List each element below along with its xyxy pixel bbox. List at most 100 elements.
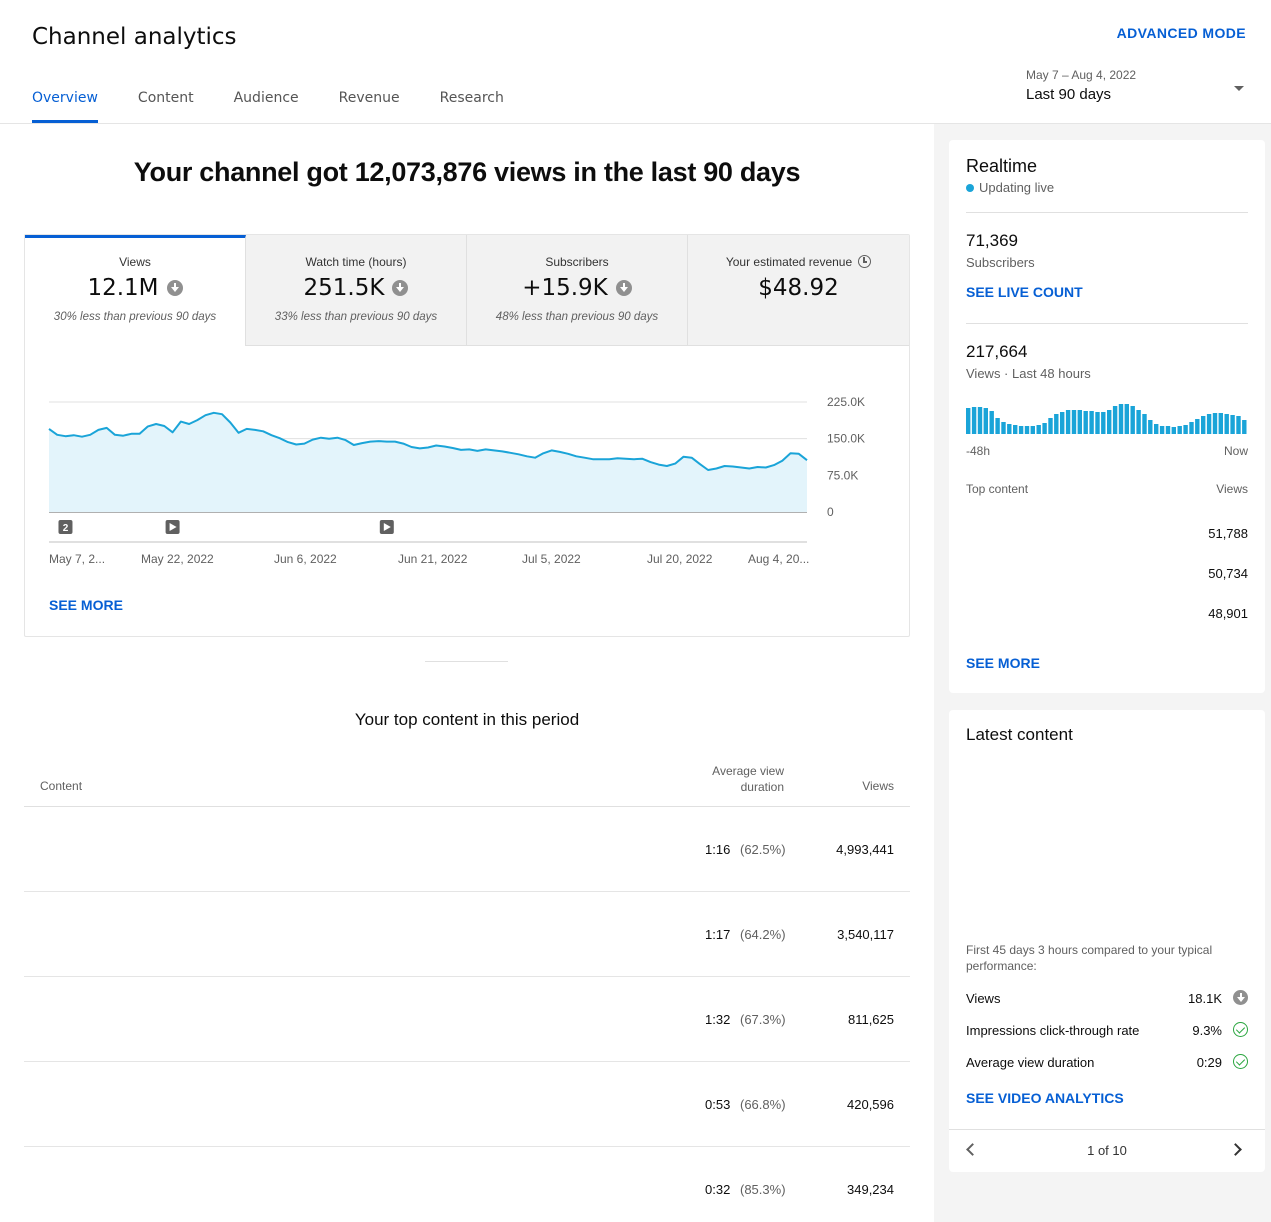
realtime-bar bbox=[1171, 427, 1176, 434]
pager-text: 1 of 10 bbox=[1087, 1143, 1127, 1158]
table-divider bbox=[24, 806, 910, 807]
realtime-bar bbox=[1148, 420, 1153, 434]
avg-duration: 0:53 bbox=[705, 1097, 731, 1112]
table-row[interactable]: 1:17 (64.2%) 3,540,117 bbox=[24, 892, 910, 977]
metric-tab-revenue[interactable]: Your estimated revenue $48.92 bbox=[688, 235, 909, 346]
y-tick-label: 75.0K bbox=[827, 468, 858, 482]
metric-tab-views[interactable]: Views 12.1M 30% less than previous 90 da… bbox=[25, 235, 246, 346]
play-icon bbox=[169, 523, 177, 531]
realtime-bar bbox=[1013, 425, 1018, 434]
realtime-bar bbox=[1071, 410, 1077, 434]
metric-tab-subscribers[interactable]: Subscribers +15.9K 48% less than previou… bbox=[467, 235, 688, 346]
avg-duration-percent: (62.5%) bbox=[740, 842, 786, 857]
realtime-bar bbox=[1159, 426, 1165, 434]
tab-revenue[interactable]: Revenue bbox=[338, 90, 400, 106]
latest-metric-value: 18.1K bbox=[1188, 991, 1222, 1006]
realtime-bar bbox=[1118, 404, 1124, 434]
realtime-bar bbox=[1218, 413, 1223, 434]
play-icon bbox=[383, 523, 391, 531]
realtime-bar bbox=[1001, 422, 1006, 434]
tab-audience[interactable]: Audience bbox=[233, 90, 299, 106]
table-row[interactable]: 0:53 (66.8%) 420,596 bbox=[24, 1062, 910, 1147]
tab-content[interactable]: Content bbox=[137, 90, 194, 106]
avg-duration-percent: (66.8%) bbox=[740, 1097, 786, 1112]
top-views-label: Views bbox=[1216, 482, 1248, 496]
annotation-label: 2 bbox=[63, 523, 69, 534]
metric-card: Views 12.1M 30% less than previous 90 da… bbox=[24, 234, 910, 637]
realtime-bar bbox=[1083, 411, 1088, 434]
views-count: 420,596 bbox=[847, 1097, 894, 1112]
realtime-bar bbox=[1107, 410, 1112, 434]
avg-duration: 1:17 bbox=[705, 927, 731, 942]
top-content-views: 50,734 bbox=[1208, 566, 1248, 581]
metric-label: Subscribers bbox=[545, 255, 609, 269]
realtime-bar bbox=[1030, 426, 1035, 434]
live-dot-icon bbox=[966, 183, 974, 192]
realtime-bar bbox=[995, 418, 1000, 434]
latest-metric-value: 9.3% bbox=[1192, 1023, 1222, 1038]
metric-label: Watch time (hours) bbox=[305, 255, 407, 269]
date-range-picker[interactable]: May 7 – Aug 4, 2022 Last 90 days bbox=[1026, 68, 1248, 103]
column-header-avg-line2: duration bbox=[740, 780, 784, 794]
tab-overview[interactable]: Overview bbox=[32, 90, 98, 123]
realtime-bar bbox=[1089, 411, 1094, 434]
dropdown-arrow-icon bbox=[1234, 86, 1244, 91]
realtime-bar bbox=[1154, 424, 1159, 434]
realtime-bar bbox=[1095, 412, 1100, 434]
avg-duration: 1:32 bbox=[705, 1012, 731, 1027]
latest-content-card: Latest content First 45 days 3 hours com… bbox=[949, 710, 1265, 1172]
y-tick-label: 150.0K bbox=[827, 432, 865, 446]
realtime-bar bbox=[1007, 424, 1012, 434]
realtime-bar bbox=[1136, 410, 1141, 434]
table-row[interactable]: 0:32 (85.3%) 349,234 bbox=[24, 1147, 910, 1222]
pager: 1 of 10 bbox=[949, 1140, 1265, 1162]
date-range-text: May 7 – Aug 4, 2022 bbox=[1026, 68, 1137, 82]
advanced-mode-button[interactable]: ADVANCED MODE bbox=[1116, 25, 1246, 41]
series-line bbox=[48, 411, 808, 471]
latest-metric-row: Views 18.1K bbox=[966, 990, 1248, 1006]
realtime-bar bbox=[1024, 426, 1030, 434]
axis-end-label: Now bbox=[1223, 444, 1248, 458]
metric-value: +15.9K bbox=[522, 275, 608, 301]
subscriber-count: 71,369 bbox=[966, 231, 1018, 250]
realtime-bar bbox=[1042, 423, 1047, 434]
realtime-bar bbox=[1142, 414, 1147, 434]
latest-content-title: Latest content bbox=[966, 725, 1073, 744]
tab-research[interactable]: Research bbox=[439, 90, 504, 106]
realtime-bar bbox=[1112, 406, 1118, 434]
realtime-see-more-button[interactable]: SEE MORE bbox=[966, 655, 1040, 671]
realtime-bar bbox=[1036, 425, 1041, 434]
see-more-button[interactable]: SEE MORE bbox=[49, 597, 123, 613]
realtime-bar bbox=[1183, 425, 1188, 434]
views-count: 349,234 bbox=[847, 1182, 894, 1197]
metric-tab-watch-time[interactable]: Watch time (hours) 251.5K 33% less than … bbox=[246, 235, 467, 346]
views-chart[interactable]: 225.0K 150.0K 75.0K 0 2 May 7, 2... May 22, 20… bbox=[25, 346, 911, 586]
nav-tabs: Overview Content Audience Revenue Resear… bbox=[32, 90, 544, 123]
realtime-views-label: Views · Last 48 hours bbox=[966, 366, 1091, 381]
realtime-bar bbox=[1077, 410, 1082, 434]
realtime-bar bbox=[1195, 419, 1200, 434]
see-video-analytics-button[interactable]: SEE VIDEO ANALYTICS bbox=[966, 1090, 1124, 1106]
realtime-bar bbox=[1165, 426, 1171, 434]
arrow-down-icon bbox=[166, 280, 183, 296]
views-count: 3,540,117 bbox=[837, 927, 894, 942]
x-tick-label: Jun 21, 2022 bbox=[398, 552, 468, 566]
table-row[interactable]: 1:16 (62.5%) 4,993,441 bbox=[24, 807, 910, 892]
avg-duration: 1:16 bbox=[705, 842, 731, 857]
metric-comparison: 33% less than previous 90 days bbox=[274, 311, 438, 323]
realtime-bar-chart[interactable] bbox=[966, 404, 1248, 434]
see-live-count-button[interactable]: SEE LIVE COUNT bbox=[966, 284, 1083, 300]
realtime-bar bbox=[1189, 422, 1194, 434]
metric-value: 12.1M bbox=[87, 275, 159, 301]
realtime-bar bbox=[1212, 413, 1218, 434]
realtime-bar bbox=[977, 407, 983, 434]
realtime-bar bbox=[1130, 406, 1135, 434]
latest-metric-value: 0:29 bbox=[1196, 1055, 1222, 1070]
x-tick-label: Aug 4, 20... bbox=[748, 552, 809, 566]
realtime-bar bbox=[1065, 410, 1071, 434]
table-row[interactable]: 1:32 (67.3%) 811,625 bbox=[24, 977, 910, 1062]
top-content-label: Top content bbox=[966, 482, 1029, 496]
realtime-bar bbox=[1124, 404, 1129, 434]
date-range-label: Last 90 days bbox=[1026, 86, 1112, 103]
y-tick-label: 0 bbox=[827, 505, 834, 519]
